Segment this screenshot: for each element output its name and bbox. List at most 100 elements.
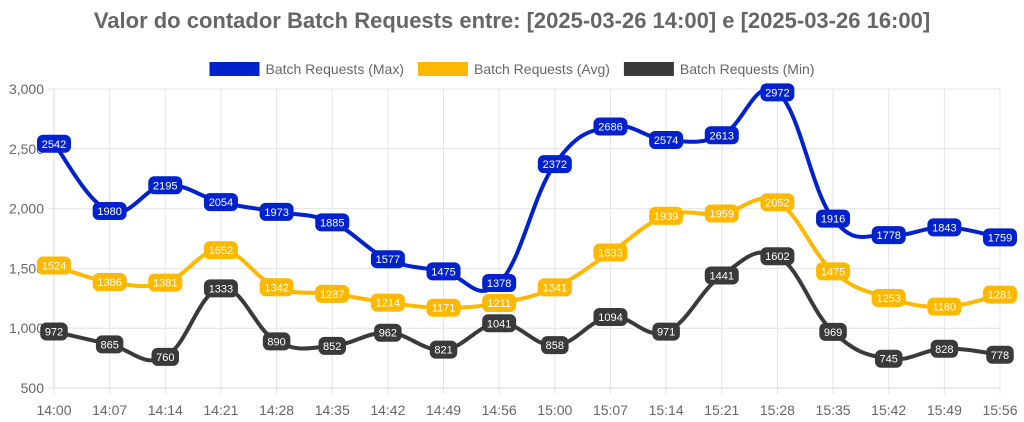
data-point: 1211 xyxy=(482,293,517,312)
data-label: 1602 xyxy=(765,251,789,263)
data-label: 1939 xyxy=(654,211,678,223)
series-lines xyxy=(52,87,1002,363)
data-label: 1041 xyxy=(487,318,511,330)
data-point-marker xyxy=(370,293,405,312)
data-point: 1916 xyxy=(816,209,851,228)
data-label: 1281 xyxy=(988,290,1012,302)
data-point-marker xyxy=(649,130,684,149)
data-point: 2686 xyxy=(593,117,628,136)
legend-swatch xyxy=(417,62,468,76)
x-tick-label: 15:49 xyxy=(927,402,962,418)
data-point: 1475 xyxy=(816,262,851,281)
data-point-marker xyxy=(593,307,628,326)
x-tick-label: 14:35 xyxy=(315,402,350,418)
data-point: 2052 xyxy=(760,193,795,212)
data-point-marker xyxy=(986,345,1014,364)
data-label: 1441 xyxy=(710,270,734,282)
data-point: 972 xyxy=(40,322,68,341)
y-tick-label: 2,500 xyxy=(9,141,44,157)
x-tick-label: 15:56 xyxy=(982,402,1017,418)
data-point-marker xyxy=(593,243,628,262)
data-point: 1287 xyxy=(315,284,350,303)
data-point-marker xyxy=(541,336,569,355)
data-point: 2574 xyxy=(649,130,684,149)
data-point: 2195 xyxy=(148,176,183,195)
data-point: 1652 xyxy=(203,241,238,260)
data-point-marker xyxy=(816,262,851,281)
data-point-marker xyxy=(92,201,127,220)
data-point: 1333 xyxy=(203,279,238,298)
data-label: 1973 xyxy=(264,207,288,219)
y-tick-label: 1,000 xyxy=(9,320,44,336)
data-point: 1341 xyxy=(537,278,572,297)
data-point-marker xyxy=(930,339,959,358)
data-label: 1287 xyxy=(320,289,344,301)
data-point: 2542 xyxy=(37,134,71,153)
data-label: 2195 xyxy=(153,180,177,192)
data-label: 1524 xyxy=(42,261,66,273)
data-point-marker xyxy=(95,335,124,354)
x-tick-label: 15:28 xyxy=(760,402,795,418)
chart-title: Valor do contador Batch Requests entre: … xyxy=(93,8,931,33)
data-point-marker xyxy=(262,332,291,351)
data-point: 1214 xyxy=(370,293,405,312)
legend-label: Batch Requests (Max) xyxy=(265,61,404,77)
data-point-marker xyxy=(37,256,71,275)
data-point-marker xyxy=(704,266,739,285)
data-point-marker xyxy=(259,278,294,297)
data-label: 1475 xyxy=(821,266,845,278)
data-point-marker xyxy=(652,322,680,341)
data-label: 1253 xyxy=(876,293,900,305)
data-point-marker xyxy=(482,273,517,292)
data-point-marker xyxy=(40,322,68,341)
data-point: 890 xyxy=(262,332,291,351)
data-label: 828 xyxy=(935,344,953,356)
data-label: 1980 xyxy=(97,206,121,218)
data-label: 2972 xyxy=(765,87,789,99)
data-point: 1253 xyxy=(871,288,906,307)
data-point-marker xyxy=(315,284,350,303)
data-labels: 2542 1980 2195 2054 1973 1885 1577 1475 1378 2372… xyxy=(37,83,1017,368)
data-point: 745 xyxy=(874,349,903,368)
data-point-marker xyxy=(816,209,851,228)
data-point: 971 xyxy=(652,322,680,341)
data-label: 1211 xyxy=(487,298,511,310)
data-point: 1171 xyxy=(426,298,461,317)
x-tick-label: 15:14 xyxy=(649,402,684,418)
data-label: 2052 xyxy=(765,197,789,209)
x-tick-label: 14:00 xyxy=(36,402,71,418)
y-tick-label: 1,500 xyxy=(9,260,44,276)
legend-label: Batch Requests (Avg) xyxy=(474,61,610,77)
data-point: 1381 xyxy=(148,273,183,292)
data-point-marker xyxy=(927,297,962,316)
data-point-marker xyxy=(374,323,402,342)
data-point: 1759 xyxy=(983,228,1017,247)
data-label: 969 xyxy=(824,327,842,339)
data-point-marker xyxy=(203,193,238,212)
data-point-marker xyxy=(819,322,847,341)
data-label: 971 xyxy=(657,327,675,339)
data-point: 1973 xyxy=(259,202,294,221)
data-point: 1441 xyxy=(704,266,739,285)
data-point: 962 xyxy=(374,323,402,342)
x-tick-label: 15:42 xyxy=(871,402,906,418)
data-point-marker xyxy=(148,273,183,292)
data-point: 858 xyxy=(541,336,569,355)
data-point-marker xyxy=(537,155,572,174)
data-point-marker xyxy=(151,347,180,366)
data-point-marker xyxy=(649,206,684,225)
x-tick-label: 14:21 xyxy=(203,402,238,418)
data-point: 828 xyxy=(930,339,959,358)
y-tick-label: 500 xyxy=(21,380,45,396)
data-point: 1281 xyxy=(983,285,1017,304)
x-tick-label: 14:56 xyxy=(482,402,517,418)
data-point: 1386 xyxy=(92,273,127,292)
data-point: 1959 xyxy=(704,204,739,223)
data-point: 1939 xyxy=(649,206,684,225)
data-label: 1094 xyxy=(598,312,622,324)
data-label: 2613 xyxy=(710,130,734,142)
data-label: 821 xyxy=(434,345,452,357)
x-tick-label: 14:28 xyxy=(259,402,294,418)
data-label: 1333 xyxy=(209,283,233,295)
data-point: 1602 xyxy=(760,247,795,266)
